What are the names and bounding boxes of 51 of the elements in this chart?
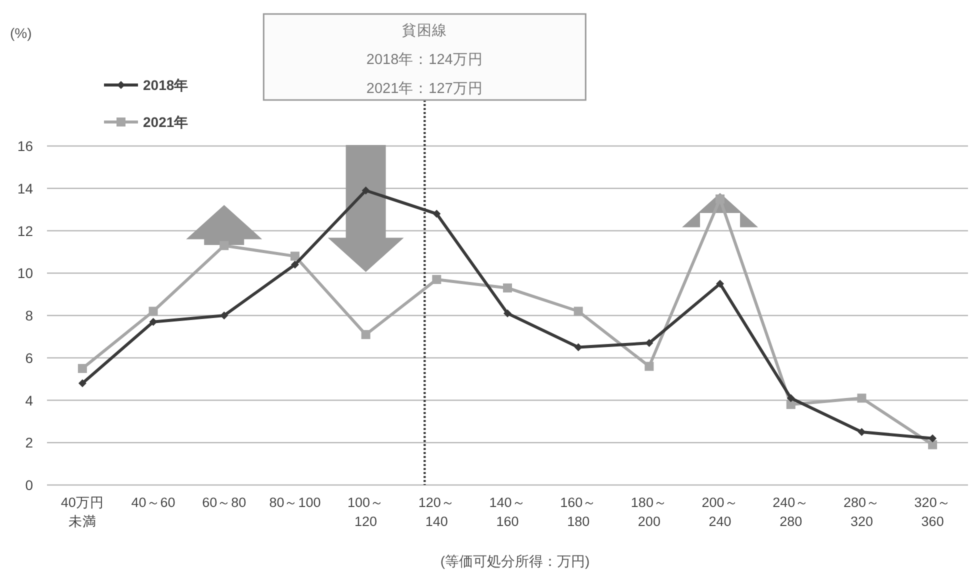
x-tick-label: 120～ 140 [418,495,455,529]
point [645,339,654,348]
x-tick-label: 60～80 [202,495,246,510]
x-tick-label: 40万円未満 [60,495,104,529]
y-tick-label: 16 [17,138,34,154]
point [361,330,370,340]
y-tick-label: 12 [17,222,34,239]
point [148,306,158,316]
x-tick-label: 100～ 120 [348,495,384,529]
y-tick-label: 0 [25,477,34,493]
point [290,260,299,269]
point [220,241,229,250]
y-tick-label: 6 [25,350,34,366]
x-tick-label: 40～60 [131,495,176,510]
legend-label: 2021年 [143,114,188,130]
x-axis-title: (等価可処分所得：万円) [440,553,590,569]
x-tick-label: 200～ 240 [702,495,738,529]
x-tick-label: 280～ 320 [843,495,880,529]
ref-line-label: 貧困線 2018年：124万円 2021年：127万円 [366,22,483,97]
legend-label: 2018年 [143,77,188,93]
x-tick-label: 80～100 [269,495,321,510]
point [644,362,654,371]
y-tick-label: 14 [17,180,34,196]
point [78,364,87,373]
point [857,394,866,403]
point [432,274,442,284]
point [716,280,724,288]
point [290,252,300,261]
point [432,210,441,218]
x-tick-label: 140～ 160 [489,495,526,529]
point [716,194,725,204]
y-tick-label: 4 [25,392,34,408]
y-tick-label: 8 [25,308,34,324]
x-tick-label: 320～ 360 [914,495,951,529]
x-tick-label: 160～ 180 [560,495,597,529]
point [503,283,512,292]
point [220,312,228,320]
point [149,318,158,326]
y-tick-label: 2 [25,434,34,451]
point [786,394,795,402]
x-tick-label: 240～ 280 [772,495,810,529]
x-tick-label: 180～ 200 [630,495,668,529]
point [928,434,937,442]
point [574,306,583,316]
point [504,309,512,318]
point [928,440,938,450]
point [78,379,86,388]
y-tick-label: 10 [17,265,34,282]
point [858,428,866,436]
text: (%) [10,25,32,41]
point [362,186,370,194]
